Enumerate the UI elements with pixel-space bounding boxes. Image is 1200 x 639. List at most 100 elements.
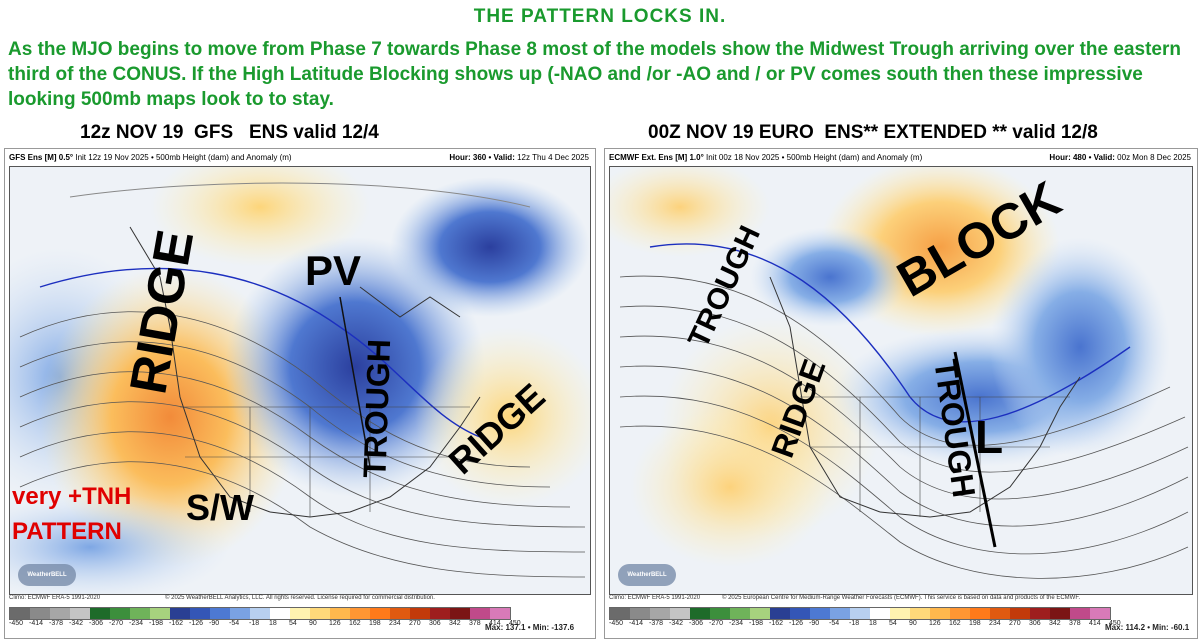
left-copyright: © 2025 WeatherBELL Analytics, LLC. All r…	[165, 595, 435, 601]
colorbar-tick: 234	[989, 620, 1001, 627]
colorbar-tick: -234	[129, 620, 144, 627]
colorbar-tick: 18	[269, 620, 277, 627]
colorbar-tick: 450	[509, 620, 521, 627]
colorbar-tick: -234	[729, 620, 744, 627]
left-trough-label: TROUGH	[356, 338, 398, 479]
colorbar-tick: -162	[769, 620, 784, 627]
colorbar-swatch	[350, 608, 370, 619]
colorbar-swatch	[1090, 608, 1110, 619]
colorbar-swatch	[650, 608, 670, 619]
colorbar-swatch	[630, 608, 650, 619]
right-hour-label: Hour:	[1049, 153, 1071, 162]
right-colorbar	[609, 607, 1111, 620]
colorbar-swatch	[1050, 608, 1070, 619]
header-body: As the MJO begins to move from Phase 7 t…	[8, 39, 1181, 110]
colorbar-tick: 234	[389, 620, 401, 627]
colorbar-swatch	[10, 608, 30, 619]
left-tnh-line1: very +TNH	[12, 483, 132, 510]
colorbar-tick: 90	[309, 620, 317, 627]
colorbar-swatch	[750, 608, 770, 619]
right-valid: 00z Mon 8 Dec 2025	[1117, 153, 1191, 162]
colorbar-swatch	[830, 608, 850, 619]
right-caption: 00Z NOV 19 EURO ENS** EXTENDED ** valid …	[648, 122, 1098, 143]
right-max-min: Max: 114.2 • Min: -60.1	[1105, 623, 1190, 632]
colorbar-swatch	[810, 608, 830, 619]
left-map-canvas	[10, 167, 590, 594]
right-low-label: L	[975, 411, 1004, 463]
colorbar-swatch	[1070, 608, 1090, 619]
colorbar-swatch	[150, 608, 170, 619]
colorbar-tick: -306	[689, 620, 704, 627]
colorbar-tick: -306	[89, 620, 104, 627]
colorbar-tick: -270	[709, 620, 724, 627]
colorbar-swatch	[690, 608, 710, 619]
colorbar-tick: -126	[789, 620, 804, 627]
right-climo: Climo: ECMWF ERA-5 1991-2020	[609, 595, 701, 601]
left-max-min: Max: 137.1 • Min: -137.6	[485, 623, 575, 632]
right-valid-label: Valid:	[1093, 153, 1115, 162]
left-product-desc: Init 12z 19 Nov 2025 • 500mb Height (dam…	[75, 153, 292, 162]
colorbar-tick: 54	[889, 620, 897, 627]
colorbar-swatch	[410, 608, 430, 619]
left-colorbar-ticks: -450 -414 -378 -342 -306 -270 -234 -198 -162 -126…	[9, 620, 529, 630]
colorbar-tick: -450	[9, 620, 24, 627]
colorbar-swatch	[1010, 608, 1030, 619]
left-colorbar	[9, 607, 511, 620]
colorbar-swatch	[950, 608, 970, 619]
colorbar-swatch	[130, 608, 150, 619]
right-product-title: ECMWF Ext. Ens [M] 1.0°	[609, 153, 704, 162]
colorbar-swatch	[670, 608, 690, 619]
colorbar-swatch	[990, 608, 1010, 619]
left-valid: 12z Thu 4 Dec 2025	[517, 153, 589, 162]
colorbar-swatch	[310, 608, 330, 619]
left-panel-header: GFS Ens [M] 0.5° Init 12z 19 Nov 2025 • …	[9, 153, 589, 162]
colorbar-swatch	[430, 608, 450, 619]
colorbar-tick: -342	[669, 620, 684, 627]
colorbar-swatch	[930, 608, 950, 619]
colorbar-swatch	[470, 608, 490, 619]
colorbar-tick: -378	[49, 620, 64, 627]
left-hour: 360	[472, 153, 487, 162]
colorbar-swatch	[50, 608, 70, 619]
right-map: WeatherBELL	[609, 166, 1193, 595]
colorbar-tick: -414	[29, 620, 44, 627]
right-map-canvas	[610, 167, 1192, 594]
colorbar-swatch	[710, 608, 730, 619]
colorbar-tick: -270	[109, 620, 124, 627]
colorbar-tick: 270	[409, 620, 421, 627]
colorbar-tick: -18	[849, 620, 860, 627]
colorbar-swatch	[70, 608, 90, 619]
colorbar-tick: -54	[229, 620, 240, 627]
left-tnh-line2: PATTERN	[12, 518, 122, 545]
colorbar-swatch	[270, 608, 290, 619]
colorbar-tick: 126	[329, 620, 341, 627]
left-map-panel: GFS Ens [M] 0.5° Init 12z 19 Nov 2025 • …	[4, 148, 596, 639]
left-product-title: GFS Ens [M] 0.5°	[9, 153, 74, 162]
header-title: THE PATTERN LOCKS IN.	[473, 6, 727, 27]
colorbar-tick: 414	[489, 620, 501, 627]
right-map-panel: ECMWF Ext. Ens [M] 1.0° Init 00z 18 Nov …	[604, 148, 1198, 639]
right-colorbar-ticks: -450 -414 -378 -342 -306 -270 -234 -198 -162 -126…	[609, 620, 1129, 630]
colorbar-tick: 342	[1049, 620, 1061, 627]
colorbar-swatch	[190, 608, 210, 619]
colorbar-tick: 54	[289, 620, 297, 627]
colorbar-tick: 198	[369, 620, 381, 627]
colorbar-tick: -126	[189, 620, 204, 627]
colorbar-swatch	[850, 608, 870, 619]
colorbar-tick: 270	[1009, 620, 1021, 627]
colorbar-tick: 162	[349, 620, 361, 627]
colorbar-swatch	[770, 608, 790, 619]
colorbar-swatch	[790, 608, 810, 619]
colorbar-swatch	[610, 608, 630, 619]
right-panel-header: ECMWF Ext. Ens [M] 1.0° Init 00z 18 Nov …	[609, 153, 1191, 162]
right-logo: WeatherBELL	[618, 564, 676, 586]
colorbar-swatch	[970, 608, 990, 619]
colorbar-tick: 306	[429, 620, 441, 627]
colorbar-swatch	[170, 608, 190, 619]
left-panel-footer: Climo: ECMWF ERA-5 1991-2020 © 2025 Weat…	[9, 595, 591, 605]
colorbar-tick: 414	[1089, 620, 1101, 627]
colorbar-swatch	[1030, 608, 1050, 619]
right-panel-footer: Climo: ECMWF ERA-5 1991-2020 © 2025 Euro…	[609, 595, 1193, 605]
colorbar-tick: -90	[809, 620, 820, 627]
colorbar-swatch	[450, 608, 470, 619]
